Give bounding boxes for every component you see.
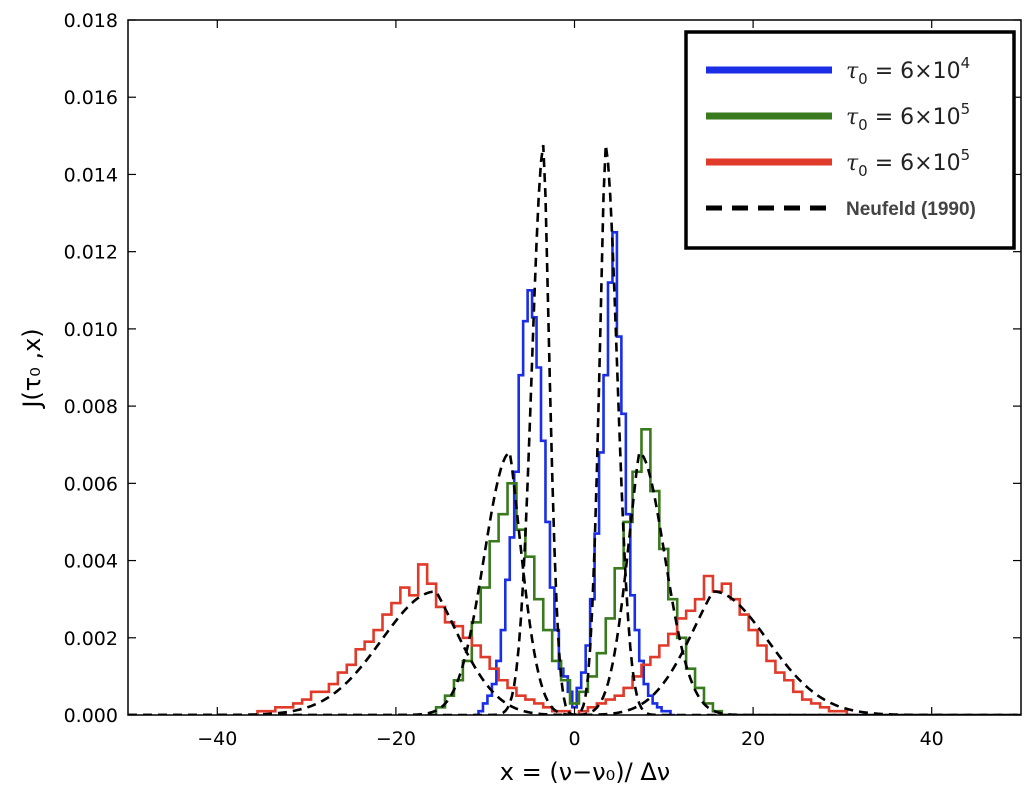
x-tick-label: −40 bbox=[197, 728, 237, 750]
y-tick-label: 0.010 bbox=[64, 319, 118, 341]
legend-entry-label: Neufeld (1990) bbox=[846, 199, 976, 220]
y-tick-label: 0.014 bbox=[64, 164, 118, 186]
neufeld-dashed-curve bbox=[128, 590, 1021, 715]
legend-tau-symbol: τ bbox=[846, 105, 859, 130]
x-tick-label: 20 bbox=[741, 728, 765, 750]
neufeld-dashed-curve bbox=[128, 450, 1021, 715]
y-tick-label: 0.000 bbox=[64, 705, 118, 727]
y-axis-label: J(τ₀ ,x) bbox=[18, 328, 46, 409]
legend-subscript: 0 bbox=[858, 162, 868, 180]
x-axis-label: x = (ν−ν₀)/ Δν bbox=[500, 758, 670, 786]
y-tick-label: 0.018 bbox=[64, 10, 118, 32]
y-tick-label: 0.006 bbox=[64, 473, 118, 495]
legend-equation: = 6×10 bbox=[868, 105, 961, 130]
legend-tau-symbol: τ bbox=[846, 151, 859, 176]
histogram-series-line bbox=[248, 563, 856, 715]
legend-exponent: 5 bbox=[961, 100, 971, 118]
x-tick-label: 0 bbox=[568, 728, 580, 750]
histogram-series-line bbox=[474, 231, 675, 715]
y-tick-label: 0.004 bbox=[64, 551, 118, 573]
x-tick-label: 40 bbox=[920, 728, 944, 750]
legend-entry-label: τ0 = 6×104 bbox=[846, 54, 970, 88]
y-tick-label: 0.012 bbox=[64, 242, 118, 264]
legend-exponent: 4 bbox=[961, 54, 971, 72]
legend-subscript: 0 bbox=[858, 70, 868, 88]
legend-tau-symbol: τ bbox=[846, 59, 859, 84]
legend-subscript: 0 bbox=[858, 116, 868, 134]
legend-exponent: 5 bbox=[961, 146, 971, 164]
y-tick-label: 0.008 bbox=[64, 396, 118, 418]
x-tick-label: −20 bbox=[376, 728, 416, 750]
ticks-layer: −40 −20 0 20 400.0000.0020.0040.0060.0080.01… bbox=[64, 10, 1021, 750]
y-tick-label: 0.002 bbox=[64, 628, 118, 650]
legend-entry-label: τ0 = 6×105 bbox=[846, 100, 970, 134]
y-tick-label: 0.016 bbox=[64, 87, 118, 109]
legend-entry-label: τ0 = 6×105 bbox=[846, 146, 970, 180]
legend-equation: = 6×10 bbox=[868, 151, 961, 176]
histogram-series-line bbox=[427, 427, 731, 715]
legend-equation: = 6×10 bbox=[868, 59, 961, 84]
